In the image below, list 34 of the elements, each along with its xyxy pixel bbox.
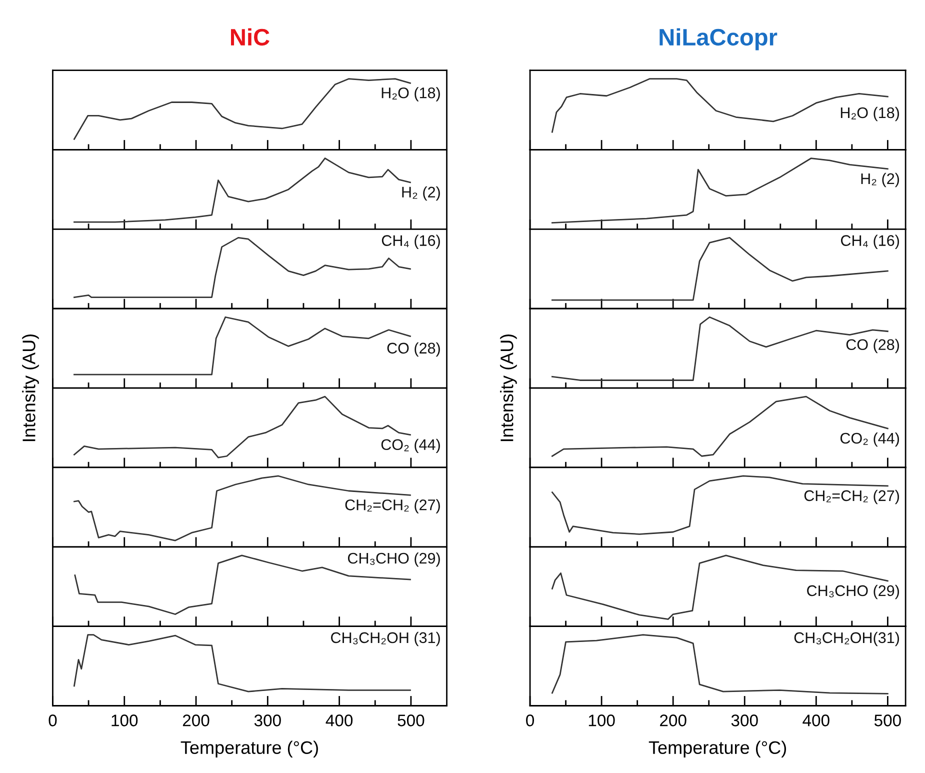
chart-title: NiC (231, 28, 270, 46)
x-tick-label: 300 (254, 714, 281, 726)
series-label: H₂ (2) (402, 186, 440, 201)
x-axis-title: Temperature (°C) (648, 740, 786, 758)
y-axis-title: Intensity (AU) (500, 334, 517, 442)
x-tick-label: 0 (526, 714, 534, 726)
x-tick-label: 200 (660, 714, 686, 726)
x-tick-label: 400 (326, 714, 353, 726)
series-label: CH₄ (16) (382, 234, 440, 249)
x-tick-label: 100 (588, 714, 615, 726)
x-tick-label: 500 (874, 714, 901, 726)
series-label: CH₃CHO (29) (807, 584, 899, 600)
series-label: H₂O (18) (840, 106, 899, 122)
x-tick-label: 200 (182, 714, 210, 726)
series-label: H₂O (18) (382, 87, 440, 102)
series-label: CO (28) (846, 338, 899, 354)
x-axis-title: Temperature (°C) (180, 740, 318, 758)
text: CH₃CH₂OH(31) (794, 632, 899, 646)
text: CH₃CH₂OH (31) (331, 632, 440, 646)
series-label: CH₂=CH₂ (27) (804, 490, 899, 504)
series-label: CH₄ (16) (841, 234, 899, 249)
series-label: H₂ (2) (861, 172, 899, 188)
series-label: CH₃CHO (29) (348, 552, 440, 567)
series-label: CH₂=CH₂ (27) (345, 499, 440, 514)
series-label: CO (28) (387, 342, 440, 357)
x-tick-label: 300 (731, 714, 758, 726)
y-axis-title: Intensity (AU) (22, 334, 39, 442)
x-tick-label: 400 (802, 714, 830, 726)
chart-title: NiLaCcopr (660, 28, 778, 50)
x-tick-label: 100 (112, 714, 138, 726)
x-tick-label: 0 (48, 714, 57, 726)
series-label: CO₂ (44) (840, 432, 899, 447)
x-tick-label: 500 (398, 714, 424, 726)
series-label: CO₂ (44) (381, 438, 440, 454)
